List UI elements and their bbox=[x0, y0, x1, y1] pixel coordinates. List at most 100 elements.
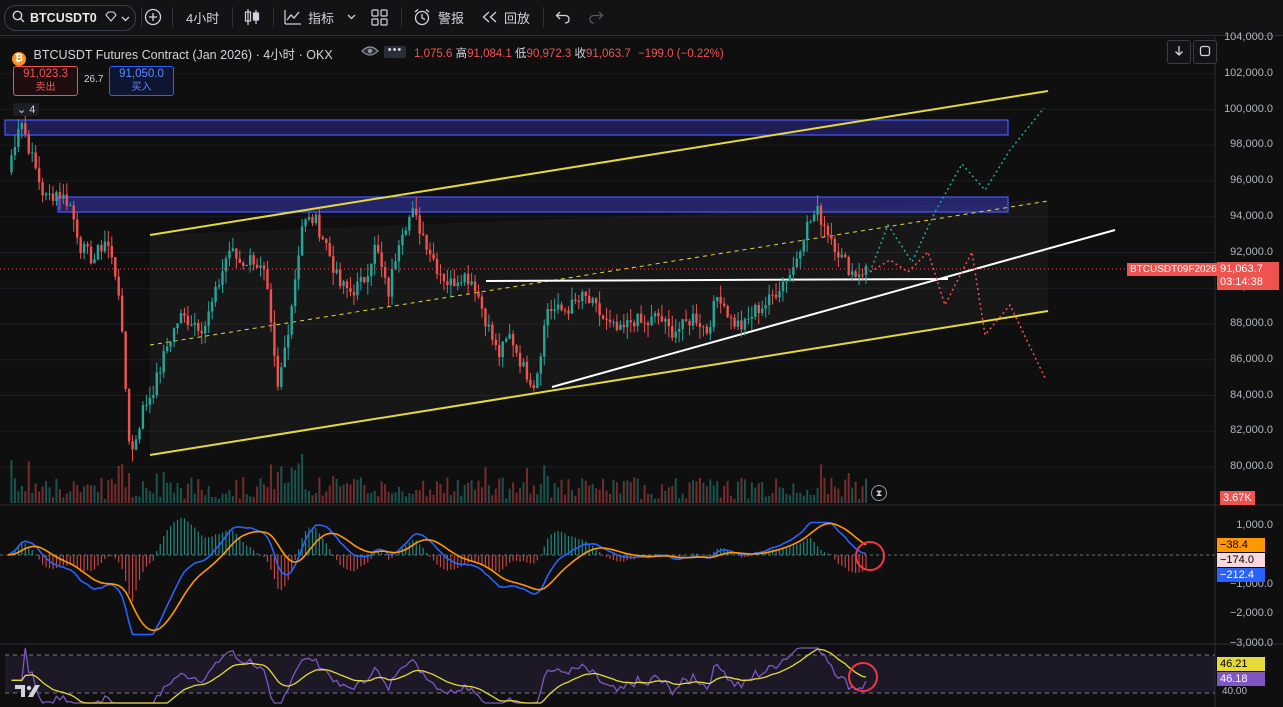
chart-area[interactable] bbox=[0, 36, 1283, 707]
candle-body bbox=[453, 278, 456, 287]
volume-bar bbox=[622, 480, 625, 503]
volume-bar bbox=[581, 478, 584, 503]
volume-bar bbox=[384, 484, 387, 503]
buy-button[interactable]: 91,050.0 买入 bbox=[109, 66, 174, 96]
candle-body bbox=[210, 301, 214, 312]
volume-bar bbox=[90, 485, 93, 503]
volume-bar bbox=[546, 475, 549, 503]
volume-bar bbox=[179, 488, 182, 503]
indicator-collapse-toggle[interactable]: ⌄ 4 bbox=[13, 103, 40, 116]
add-symbol-button[interactable] bbox=[144, 6, 162, 28]
candle-body bbox=[107, 241, 110, 247]
volume-bar bbox=[83, 486, 86, 503]
resistance-zone-lower[interactable] bbox=[57, 196, 1009, 213]
volume-bar bbox=[370, 492, 373, 503]
undo-button[interactable] bbox=[555, 6, 571, 28]
volume-bar bbox=[166, 482, 169, 503]
volume-bar bbox=[17, 491, 20, 503]
fullscreen-icon bbox=[1199, 45, 1211, 60]
eye-icon[interactable] bbox=[361, 45, 379, 60]
volume-bar bbox=[415, 490, 418, 503]
volume-bar bbox=[107, 480, 110, 503]
candle-body bbox=[487, 324, 491, 327]
candle-body bbox=[428, 249, 432, 255]
resistance-zone-upper[interactable] bbox=[4, 119, 1009, 136]
price-axis-tick: 80,000.0 bbox=[1230, 460, 1273, 472]
more-options-icon[interactable]: ••• bbox=[384, 45, 406, 58]
diamond-icon[interactable] bbox=[104, 11, 117, 25]
indicators-dropdown[interactable] bbox=[347, 6, 356, 28]
macd-axis-tick: −3,000.0 bbox=[1229, 636, 1273, 649]
volume-bar bbox=[34, 483, 37, 503]
volume-bar bbox=[854, 481, 857, 503]
candle-body bbox=[750, 317, 754, 319]
redo-button[interactable] bbox=[588, 6, 604, 28]
hourglass-icon[interactable]: ⧗ bbox=[871, 485, 887, 501]
alert-button[interactable]: 警报 bbox=[413, 6, 464, 28]
layouts-button[interactable] bbox=[371, 6, 388, 28]
alert-label: 警报 bbox=[438, 10, 465, 26]
volume-bar bbox=[27, 461, 30, 503]
candle-body bbox=[691, 313, 695, 326]
chart-type-button[interactable] bbox=[243, 6, 261, 28]
symbol-input[interactable]: BTCUSDT0 bbox=[30, 11, 97, 25]
volume-bar bbox=[148, 491, 151, 503]
volume-bar bbox=[564, 494, 567, 503]
volume-bar bbox=[121, 464, 124, 503]
volume-bar bbox=[93, 485, 96, 503]
candle-body bbox=[498, 345, 501, 358]
price-axis[interactable]: 104,000.0 102,000.0 100,000.0 98,000.0 96,00… bbox=[1216, 31, 1283, 504]
download-button[interactable] bbox=[1167, 40, 1191, 64]
volume-bar bbox=[598, 489, 601, 503]
horizontal-support-line[interactable] bbox=[485, 278, 949, 282]
replay-button[interactable]: 回放 bbox=[482, 6, 530, 28]
candle-body bbox=[425, 235, 428, 250]
chevron-down-icon bbox=[347, 14, 356, 20]
candle-body bbox=[304, 219, 307, 227]
chevron-down-icon[interactable] bbox=[121, 11, 130, 25]
volume-bar bbox=[768, 496, 771, 503]
indicators-button[interactable]: 指标 bbox=[284, 6, 334, 28]
volume-bar bbox=[736, 481, 739, 503]
candle-body bbox=[370, 263, 373, 277]
volume-bar bbox=[695, 481, 698, 503]
candle-body bbox=[235, 248, 238, 259]
channel-lower-line[interactable] bbox=[149, 310, 1049, 456]
volume-bar bbox=[712, 485, 715, 503]
volume-bar bbox=[38, 491, 41, 503]
price-axis-tick: 92,000.0 bbox=[1230, 245, 1273, 258]
volume-bar bbox=[799, 492, 802, 503]
candle-body bbox=[446, 281, 449, 286]
volume-bar bbox=[619, 493, 622, 503]
candle-body bbox=[421, 233, 425, 236]
timeframe-button[interactable]: 4小时 bbox=[186, 6, 219, 28]
candle-body bbox=[193, 322, 197, 325]
candle-body bbox=[48, 193, 51, 195]
candle-body bbox=[840, 254, 843, 258]
sell-button[interactable]: 91,023.3 卖出 bbox=[13, 66, 78, 96]
volume-bar bbox=[508, 488, 511, 503]
volume-bar bbox=[519, 488, 522, 503]
candle-body bbox=[148, 397, 152, 405]
volume-bar bbox=[643, 485, 646, 503]
fullscreen-button[interactable] bbox=[1193, 40, 1217, 64]
volume-bar bbox=[339, 486, 342, 503]
channel-upper-line[interactable] bbox=[149, 90, 1049, 236]
rising-trendline[interactable] bbox=[551, 229, 1116, 388]
tradingview-logo[interactable] bbox=[14, 683, 42, 703]
candle-body bbox=[345, 281, 349, 288]
candle-body bbox=[342, 281, 345, 287]
volume-bar bbox=[674, 478, 677, 503]
volume-bar bbox=[280, 466, 283, 503]
symbol-search-box[interactable]: BTCUSDT0 bbox=[4, 5, 136, 31]
volume-bar bbox=[363, 484, 366, 503]
volume-bar bbox=[259, 478, 262, 503]
candle-body bbox=[608, 319, 612, 322]
candlestick-icon bbox=[243, 8, 261, 26]
volume-bar bbox=[688, 482, 691, 503]
volume-bar bbox=[816, 487, 819, 503]
volume-bar bbox=[757, 483, 760, 503]
candle-body bbox=[598, 303, 601, 316]
symbol-title[interactable]: BTCUSDT Futures Contract (Jan 2026) bbox=[33, 48, 253, 62]
candle-body bbox=[332, 256, 335, 273]
